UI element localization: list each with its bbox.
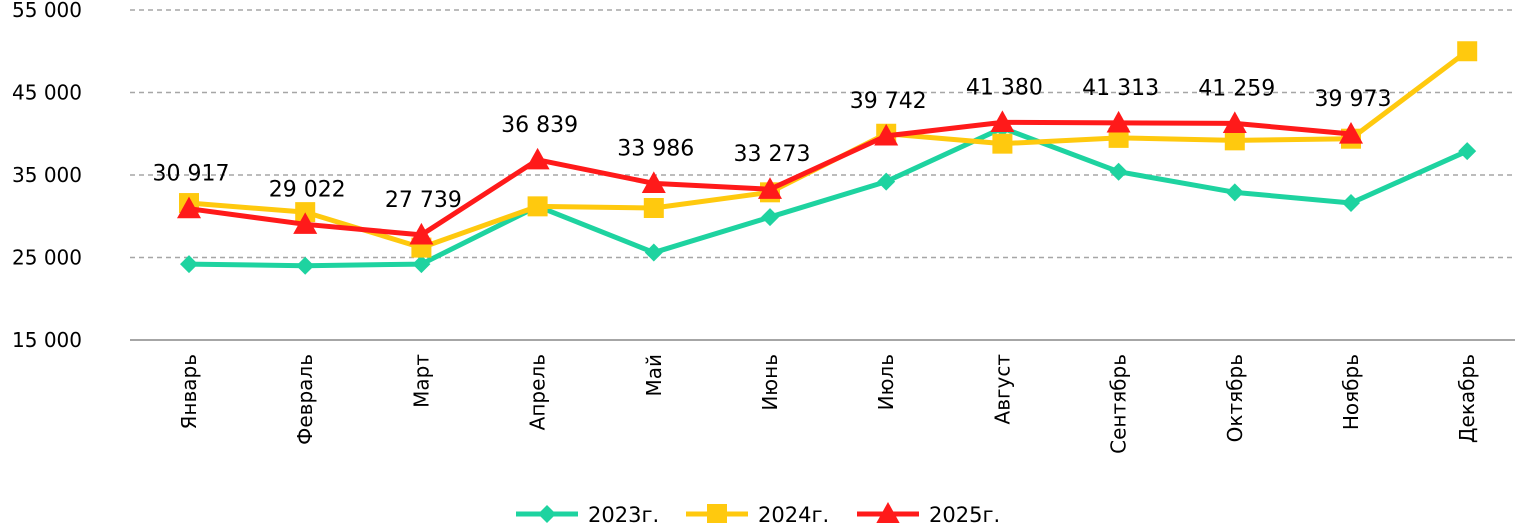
x-tick-label: Январь	[177, 354, 201, 430]
legend-label: 2024г.	[758, 503, 829, 523]
legend-label: 2023г.	[588, 503, 659, 523]
x-tick-label: Май	[642, 354, 666, 397]
data-label: 33 273	[734, 142, 811, 167]
data-point	[877, 172, 896, 191]
x-tick-label: Сентябрь	[1107, 354, 1131, 454]
data-point	[874, 123, 899, 146]
data-point	[177, 196, 201, 219]
data-label: 41 259	[1198, 76, 1275, 101]
y-tick-label: 45 000	[12, 81, 82, 105]
data-label: 41 313	[1082, 76, 1159, 101]
data-point	[412, 255, 431, 274]
data-point	[1109, 162, 1128, 181]
data-point	[1106, 110, 1131, 133]
y-tick-label: 55 000	[12, 0, 82, 22]
data-point	[992, 133, 1013, 154]
data-label: 41 380	[966, 75, 1043, 100]
data-label: 30 917	[153, 162, 230, 187]
x-tick-label: Декабрь	[1455, 354, 1479, 443]
data-point	[1342, 194, 1360, 213]
data-point	[644, 243, 663, 262]
data-point	[180, 255, 198, 274]
y-tick-label: 15 000	[12, 328, 82, 352]
data-point	[1458, 142, 1477, 161]
data-point	[525, 147, 550, 170]
data-point	[1457, 41, 1478, 62]
data-label: 39 742	[850, 89, 927, 114]
x-tick-label: Февраль	[293, 354, 317, 445]
data-point	[296, 256, 315, 275]
data-point	[293, 212, 318, 234]
data-label: 33 986	[617, 136, 694, 161]
legend-marker	[707, 504, 727, 524]
legend-label: 2025г.	[929, 503, 1000, 523]
series-line-1	[188, 125, 1469, 269]
data-point	[758, 177, 782, 199]
data-label: 36 839	[501, 113, 578, 138]
x-tick-label: Август	[990, 354, 1014, 425]
legend-marker	[876, 502, 900, 524]
data-point	[295, 202, 316, 223]
data-label: 27 739	[385, 188, 462, 213]
x-tick-label: Июль	[874, 354, 898, 410]
x-tick-label: Март	[409, 354, 433, 408]
data-point	[641, 171, 666, 193]
data-point	[761, 208, 779, 227]
data-point	[643, 198, 664, 218]
data-point	[527, 196, 548, 217]
data-point	[1222, 111, 1247, 133]
y-tick-label: 35 000	[12, 163, 82, 187]
x-tick-label: Июнь	[758, 354, 782, 411]
data-label: 39 973	[1315, 87, 1392, 112]
x-tick-label: Ноябрь	[1339, 354, 1363, 430]
y-tick-label: 25 000	[12, 246, 82, 270]
x-tick-label: Октябрь	[1223, 354, 1247, 442]
data-label: 29 022	[269, 177, 346, 202]
data-point	[990, 110, 1015, 132]
series-line-2	[188, 49, 1469, 251]
x-tick-label: Апрель	[526, 354, 550, 430]
legend-marker	[538, 505, 556, 523]
data-point	[1224, 130, 1245, 151]
data-point	[1225, 183, 1244, 202]
data-point	[1339, 121, 1363, 144]
data-point	[1108, 127, 1129, 148]
data-point	[409, 222, 434, 245]
